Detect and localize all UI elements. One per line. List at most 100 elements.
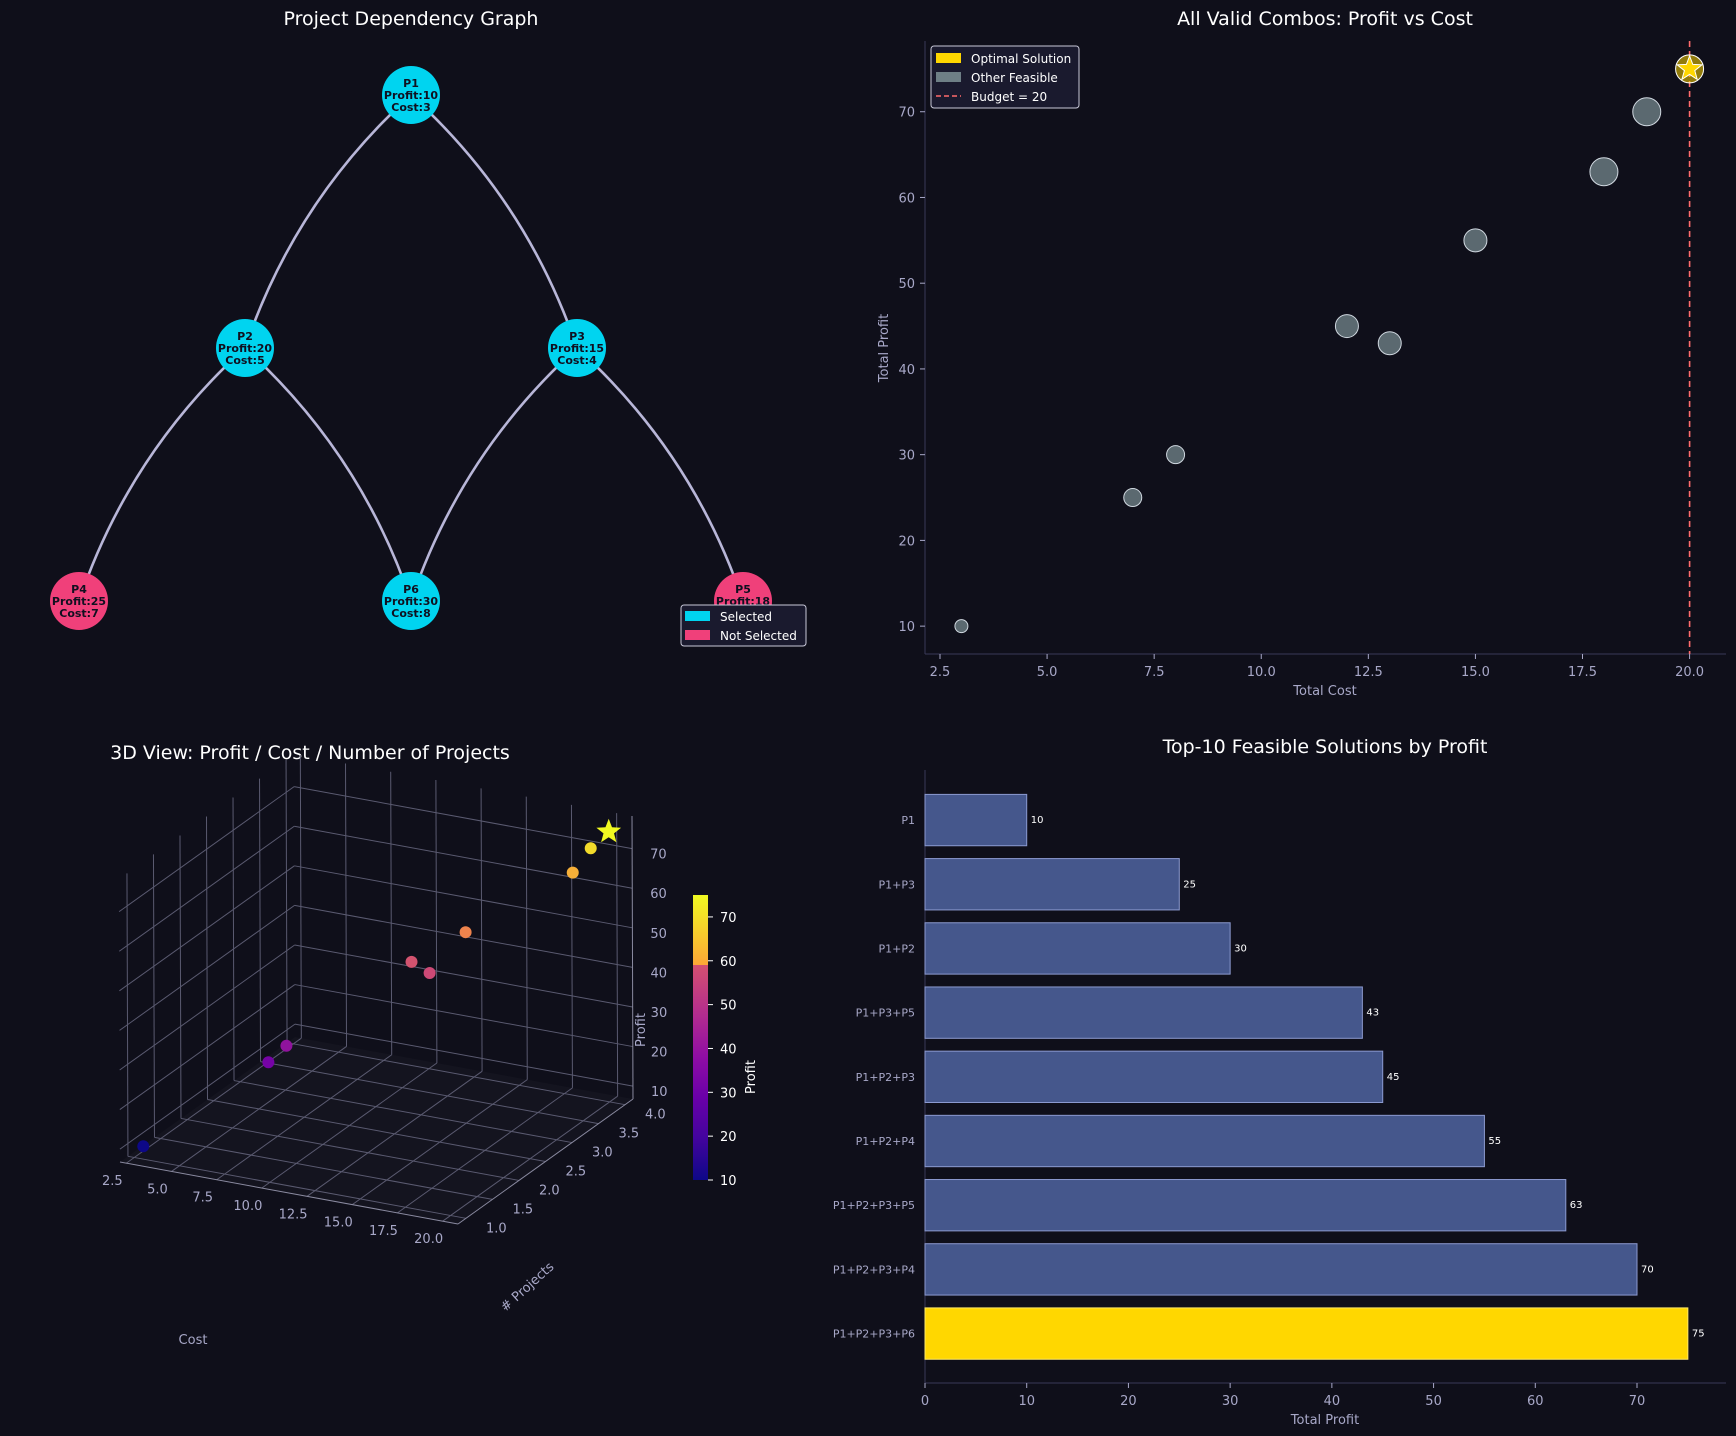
grid-left-z — [118, 786, 295, 913]
colorbar-tick-label: 50 — [720, 999, 737, 1014]
scatter-y-tick-label: 20 — [898, 534, 915, 549]
scatter-x-tick-label: 2.5 — [930, 665, 951, 680]
graph-nodes: P1Profit:10Cost:3P2Profit:20Cost:5P3Prof… — [50, 66, 772, 630]
scatter-point — [1334, 314, 1359, 339]
scatter-y-tick-label: 10 — [898, 620, 915, 635]
x3d-tick-label: 12.5 — [279, 1207, 308, 1222]
colorbar-gradient — [693, 895, 708, 1180]
graph-edges — [77, 94, 745, 602]
scatter-x-tick-label: 20.0 — [1675, 665, 1704, 680]
grid-back-z — [294, 786, 633, 850]
z3d-tick-label: 10 — [651, 1085, 668, 1100]
grid-back-x — [390, 771, 393, 1055]
z3d-tick-label: 30 — [651, 1006, 668, 1021]
bar-value-label: 45 — [1387, 1072, 1400, 1083]
bar-category-label: P1 — [901, 814, 915, 827]
y3d-tick-label: 3.0 — [592, 1146, 613, 1161]
node-P5-label: P5 — [735, 583, 751, 596]
bar-value-label: 63 — [1570, 1200, 1583, 1211]
scatter-x-tick-label: 10.0 — [1247, 665, 1276, 680]
point3d — [584, 842, 597, 855]
scatter-x-tick-label: 15.0 — [1461, 665, 1490, 680]
legend-swatch-selected — [685, 611, 710, 621]
scatter-point — [1377, 331, 1402, 356]
grid-left-y — [152, 854, 155, 1138]
scatter-x-label: Total Cost — [1292, 684, 1356, 699]
node-P1-cost: Cost:3 — [391, 101, 431, 114]
colorbar-tick-label: 30 — [720, 1086, 737, 1101]
scatter3d-box — [118, 755, 634, 1225]
bar-items: P1 10 P1+P3 25 P1+P2 30 P1+P3+P5 43 P1+P2+P3 45 P1… — [833, 793, 1705, 1360]
scatter-points — [954, 54, 1705, 634]
scatter-point — [1463, 228, 1488, 253]
legend-label-not-selected: Not Selected — [720, 629, 797, 643]
bar-category-label: P1+P2+P3+P5 — [833, 1199, 915, 1212]
node-P6-profit: Profit:30 — [384, 595, 439, 608]
grid-back-x — [616, 813, 619, 1097]
scatter3d-panel: 3D View: Profit / Cost / Number of Proje… — [102, 742, 759, 1348]
edge-P3-P5 — [576, 347, 745, 602]
node-P3-label: P3 — [569, 330, 585, 343]
grid-back-x — [345, 763, 348, 1047]
colorbar-tick-label: 60 — [720, 955, 737, 970]
y3d-tick-label: 2.0 — [539, 1183, 560, 1198]
grid-back-x — [570, 804, 573, 1088]
scatter3d-ticks: 2.5 5.0 7.5 10.0 12.5 15.0 17.5 20.0 1.0 1.5 2.0 2.… — [102, 848, 668, 1248]
graph-legend: Selected Not Selected — [680, 604, 807, 647]
scatter-point — [1123, 488, 1143, 508]
bar-category-label: P1+P3+P5 — [856, 1007, 915, 1020]
node-P1-circle — [382, 66, 440, 124]
node-P6-cost: Cost:8 — [391, 607, 431, 620]
y3d-tick-label: 2.5 — [566, 1165, 587, 1180]
grid-left-y — [232, 797, 235, 1081]
grid-left-y — [285, 759, 288, 1043]
colorbar-tick-label: 70 — [720, 911, 737, 926]
bar-x-tick-label: 30 — [1222, 1394, 1239, 1409]
node-P1-label: P1 — [403, 77, 419, 90]
scatter-y-tick-label: 40 — [898, 363, 915, 378]
bar-x-tick-label: 0 — [921, 1394, 929, 1409]
scatter-y-tick-label: 60 — [898, 191, 915, 206]
node-P1-profit: Profit:10 — [384, 89, 439, 102]
node-P6-label: P6 — [403, 583, 419, 596]
colorbar-tick-label: 40 — [720, 1042, 737, 1057]
grid-floor-y — [127, 1155, 467, 1219]
y3d-tick-label: 3.5 — [619, 1127, 640, 1142]
x3d-tick-label: 15.0 — [324, 1216, 353, 1231]
z3d-tick-label: 20 — [651, 1046, 668, 1061]
node-P2-label: P2 — [237, 330, 253, 343]
y3d-tick-label: 1.0 — [486, 1221, 507, 1236]
x3d-tick-label: 7.5 — [192, 1191, 213, 1206]
legend-label-optimal: Optimal Solution — [971, 52, 1071, 66]
grid-floor-y — [260, 1061, 599, 1125]
axis-z — [631, 815, 634, 1100]
scatter-y-label: Total Profit — [877, 314, 892, 383]
x3d-tick-label: 10.0 — [233, 1199, 262, 1214]
colorbar-ticks: 10 20 30 40 50 60 70 — [708, 911, 737, 1189]
point3d — [280, 1039, 293, 1052]
scatter-x-tick-label: 12.5 — [1354, 665, 1383, 680]
bar-value-label: 30 — [1234, 943, 1247, 954]
point3d — [459, 926, 472, 939]
bar-x-tick-label: 70 — [1629, 1394, 1646, 1409]
bar-panel: Top-10 Feasible Solutions by Profit P1 10… — [833, 736, 1726, 1428]
scatter-legend: Optimal Solution Other Feasible Budget =… — [930, 45, 1080, 109]
legend-swatch-optimal — [936, 53, 961, 63]
grid-floor-y — [207, 1099, 546, 1162]
bar — [924, 793, 1028, 847]
scatter-legend-box — [930, 45, 1080, 109]
x3d-tick-label: 20.0 — [414, 1232, 443, 1247]
grid-back-z — [294, 825, 633, 889]
grid-back-z — [294, 984, 633, 1048]
scatter-y-tick-label: 30 — [898, 449, 915, 464]
node-P2-cost: Cost:5 — [225, 354, 265, 367]
grid-left-y — [179, 835, 182, 1119]
grid-left-y — [206, 816, 208, 1100]
graph-legend-box — [680, 604, 807, 647]
node-P3-cost: Cost:4 — [557, 354, 597, 367]
